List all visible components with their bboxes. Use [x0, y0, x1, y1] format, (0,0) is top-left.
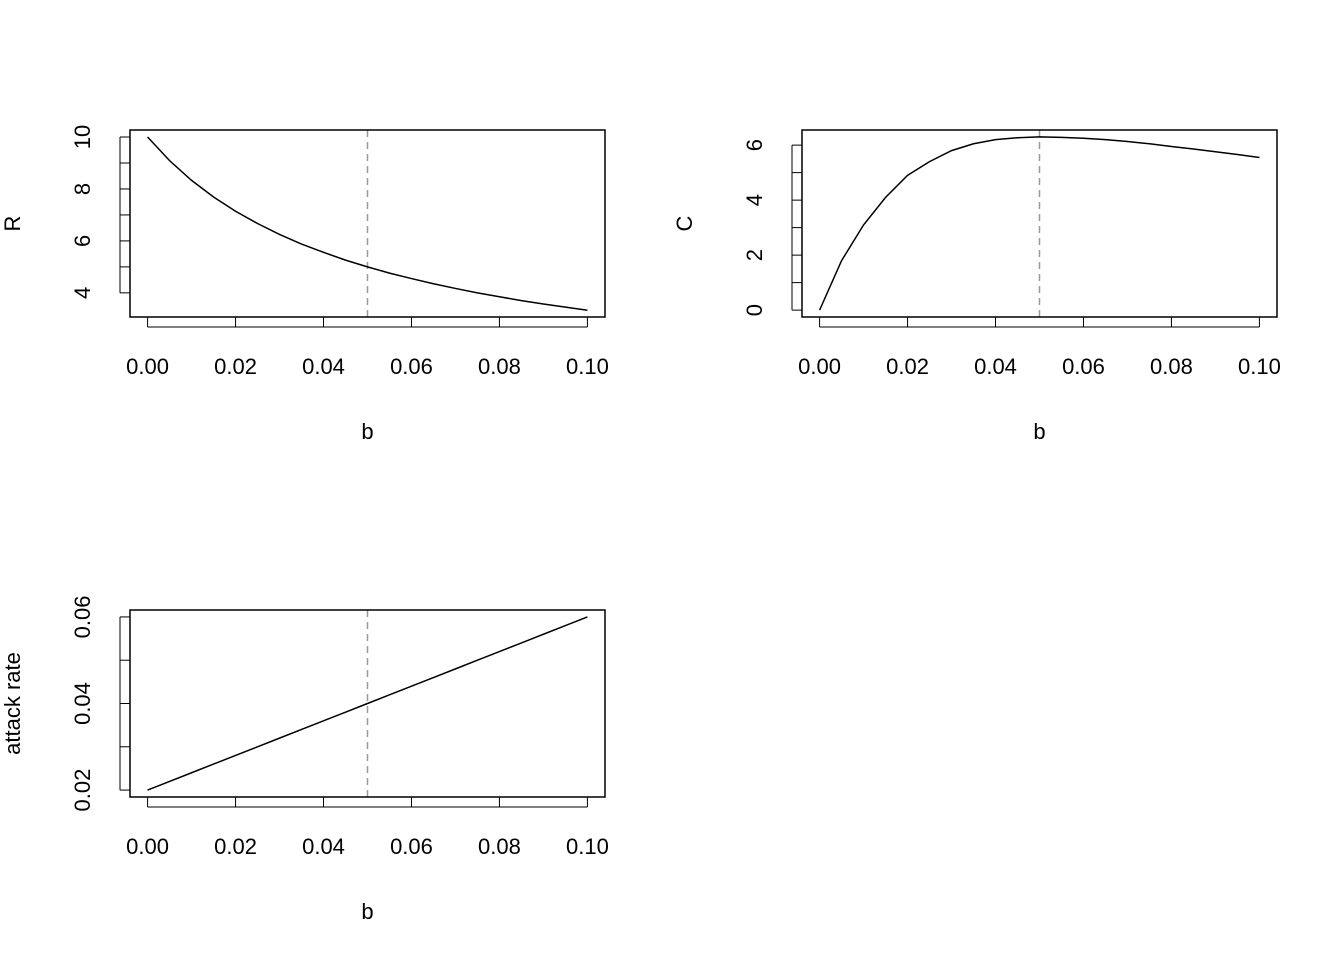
y-tick-label: 0.06 — [70, 596, 95, 639]
plot-box — [129, 609, 606, 798]
x-tick-label: 0.04 — [302, 354, 345, 379]
x-tick-label: 0.00 — [126, 834, 169, 859]
y-axis-label: R — [0, 216, 25, 232]
y-tick-label: 10 — [70, 125, 95, 149]
x-tick-label: 0.04 — [302, 834, 345, 859]
x-tick-label: 0.02 — [214, 834, 257, 859]
y-tick-label: 0.02 — [70, 769, 95, 812]
y-tick-label: 6 — [742, 139, 767, 151]
x-tick-label: 0.02 — [886, 354, 929, 379]
data-line — [147, 136, 588, 311]
x-tick-label: 0.06 — [390, 354, 433, 379]
plot-box — [801, 129, 1278, 318]
x-tick-label: 0.06 — [390, 834, 433, 859]
y-tick-label: 4 — [70, 287, 95, 299]
x-tick-label: 0.00 — [798, 354, 841, 379]
x-axis-label: b — [361, 419, 373, 444]
x-axis-label: b — [361, 899, 373, 924]
y-axis-label: attack rate — [0, 652, 25, 755]
x-axis-label: b — [1033, 419, 1045, 444]
x-tick-label: 0.08 — [478, 834, 521, 859]
x-tick-label: 0.00 — [126, 354, 169, 379]
x-tick-label: 0.10 — [566, 354, 609, 379]
x-tick-label: 0.10 — [566, 834, 609, 859]
plot-box — [129, 129, 606, 318]
y-tick-label: 0.04 — [70, 682, 95, 725]
x-tick-label: 0.02 — [214, 354, 257, 379]
data-line — [818, 136, 1260, 311]
x-tick-label: 0.10 — [1238, 354, 1281, 379]
data-line — [147, 616, 588, 791]
x-tick-label: 0.08 — [478, 354, 521, 379]
y-tick-label: 0 — [742, 304, 767, 316]
y-tick-label: 2 — [742, 249, 767, 261]
x-tick-label: 0.06 — [1062, 354, 1105, 379]
x-tick-label: 0.08 — [1150, 354, 1193, 379]
y-axis-label: C — [672, 215, 697, 231]
y-tick-label: 4 — [742, 194, 767, 206]
y-tick-label: 8 — [70, 183, 95, 195]
y-tick-label: 6 — [70, 235, 95, 247]
x-tick-label: 0.04 — [974, 354, 1017, 379]
